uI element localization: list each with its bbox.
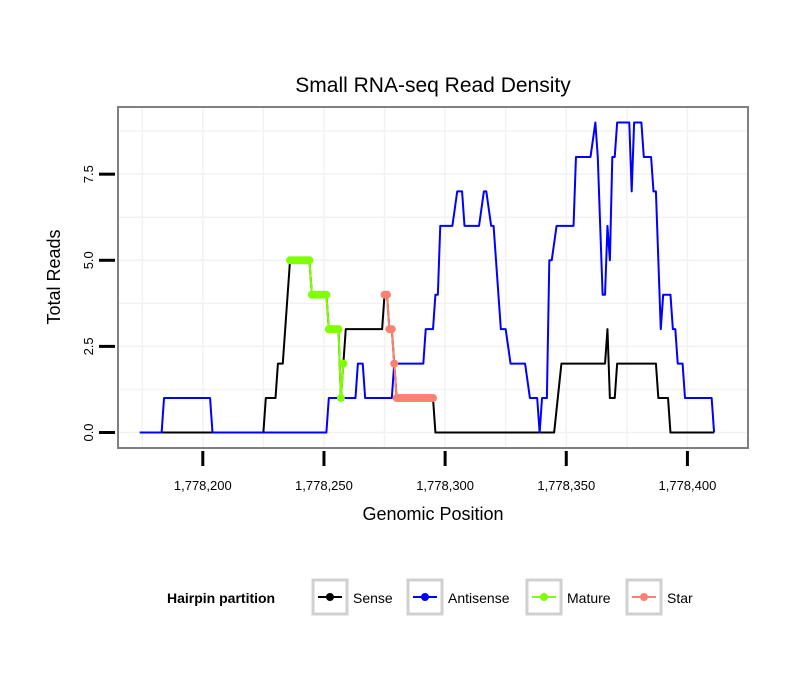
point-star bbox=[390, 359, 399, 368]
point-star bbox=[382, 290, 391, 299]
chart-title: Small RNA-seq Read Density bbox=[295, 74, 571, 97]
legend-dot-sense bbox=[326, 593, 334, 601]
point-mature bbox=[322, 290, 331, 299]
grid bbox=[119, 108, 747, 447]
legend: Hairpin partition Sense Antisense Mature St… bbox=[167, 578, 693, 616]
point-mature bbox=[336, 394, 345, 403]
x-tick-label: 1,778,350 bbox=[537, 478, 595, 493]
legend-label-antisense: Antisense bbox=[448, 590, 510, 606]
y-tick-label: 7.5 bbox=[81, 165, 96, 183]
legend-label-sense: Sense bbox=[353, 590, 393, 606]
x-tick-label: 1,778,300 bbox=[416, 478, 474, 493]
x-axis: 1,778,200 1,778,250 1,778,300 1,778,350 1,77… bbox=[174, 451, 716, 493]
x-tick-label: 1,778,200 bbox=[174, 478, 232, 493]
y-tick-label: 2.5 bbox=[81, 337, 96, 355]
plot-panel bbox=[117, 106, 749, 449]
point-mature bbox=[339, 359, 348, 368]
legend-label-star: Star bbox=[667, 590, 693, 606]
x-tick-label: 1,778,250 bbox=[295, 478, 353, 493]
y-tick-label: 5.0 bbox=[81, 251, 96, 269]
x-axis-title: Genomic Position bbox=[362, 504, 503, 524]
point-star bbox=[387, 325, 396, 334]
legend-dot-star bbox=[640, 593, 648, 601]
legend-label-mature: Mature bbox=[567, 590, 611, 606]
point-mature bbox=[305, 256, 314, 265]
series-layer bbox=[139, 121, 716, 434]
point-mature bbox=[334, 325, 343, 334]
series-line-antisense bbox=[139, 121, 716, 434]
legend-dot-antisense bbox=[421, 593, 429, 601]
point-star bbox=[429, 394, 437, 403]
legend-dot-mature bbox=[540, 593, 548, 601]
y-tick-label: 0.0 bbox=[81, 423, 96, 441]
legend-title: Hairpin partition bbox=[167, 590, 275, 606]
y-axis: 0.0 2.5 5.0 7.5 bbox=[81, 165, 115, 442]
y-axis-title: Total Reads bbox=[44, 229, 64, 324]
x-tick-label: 1,778,400 bbox=[659, 478, 717, 493]
